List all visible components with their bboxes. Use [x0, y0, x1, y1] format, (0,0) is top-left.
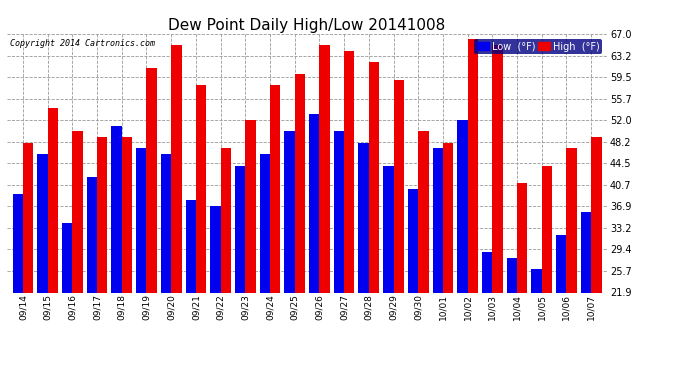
- Bar: [284, 131, 295, 375]
- Bar: [506, 258, 517, 375]
- Bar: [245, 120, 256, 375]
- Bar: [295, 74, 305, 375]
- Bar: [482, 252, 493, 375]
- Bar: [433, 148, 443, 375]
- Bar: [221, 148, 231, 375]
- Bar: [121, 137, 132, 375]
- Bar: [309, 114, 319, 375]
- Bar: [37, 154, 48, 375]
- Bar: [196, 86, 206, 375]
- Bar: [146, 68, 157, 375]
- Bar: [111, 126, 121, 375]
- Bar: [48, 108, 58, 375]
- Bar: [531, 269, 542, 375]
- Bar: [171, 45, 181, 375]
- Bar: [408, 189, 418, 375]
- Bar: [136, 148, 146, 375]
- Bar: [334, 131, 344, 375]
- Bar: [87, 177, 97, 375]
- Bar: [393, 80, 404, 375]
- Bar: [581, 211, 591, 375]
- Bar: [186, 200, 196, 375]
- Bar: [270, 86, 280, 375]
- Bar: [72, 131, 83, 375]
- Bar: [23, 143, 33, 375]
- Bar: [210, 206, 221, 375]
- Bar: [517, 183, 527, 375]
- Bar: [12, 194, 23, 375]
- Bar: [556, 234, 566, 375]
- Legend: Low  (°F), High  (°F): Low (°F), High (°F): [474, 39, 602, 54]
- Bar: [319, 45, 330, 375]
- Bar: [259, 154, 270, 375]
- Bar: [383, 166, 393, 375]
- Bar: [493, 45, 503, 375]
- Bar: [418, 131, 428, 375]
- Bar: [344, 51, 355, 375]
- Bar: [443, 143, 453, 375]
- Bar: [457, 120, 468, 375]
- Bar: [235, 166, 245, 375]
- Bar: [161, 154, 171, 375]
- Bar: [62, 223, 72, 375]
- Title: Dew Point Daily High/Low 20141008: Dew Point Daily High/Low 20141008: [168, 18, 446, 33]
- Bar: [591, 137, 602, 375]
- Bar: [369, 62, 380, 375]
- Bar: [542, 166, 552, 375]
- Bar: [468, 39, 478, 375]
- Text: Copyright 2014 Cartronics.com: Copyright 2014 Cartronics.com: [10, 39, 155, 48]
- Bar: [566, 148, 577, 375]
- Bar: [358, 143, 369, 375]
- Bar: [97, 137, 108, 375]
